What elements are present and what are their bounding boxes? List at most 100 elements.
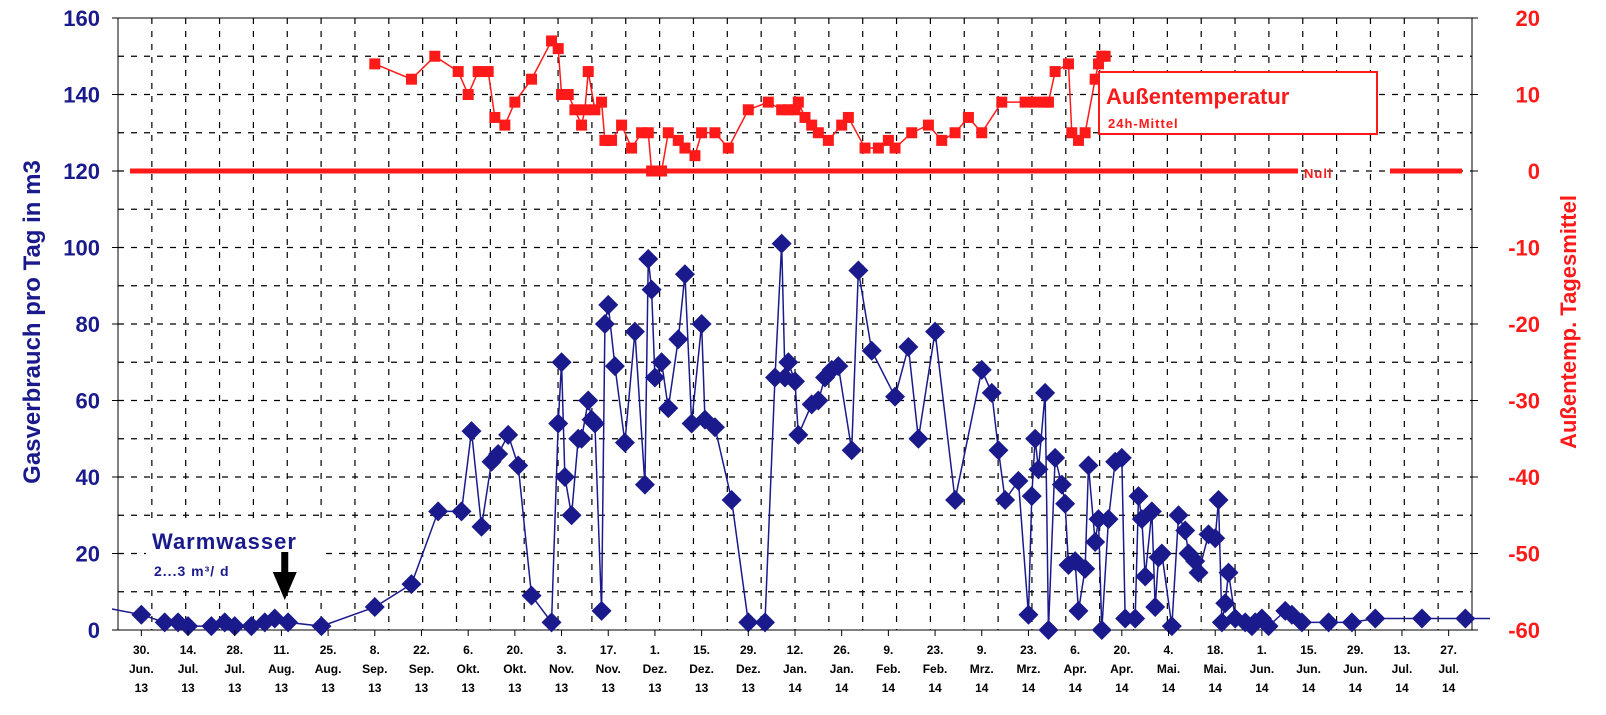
- x-tick-label: 13: [415, 681, 429, 695]
- temperature-data-point: [429, 50, 441, 62]
- temperature-data-point: [489, 111, 501, 123]
- gas-data-point: [1021, 486, 1042, 507]
- gas-data-point: [841, 440, 862, 461]
- x-tick-label: 14: [1349, 681, 1363, 695]
- x-tick-label: Dez.: [643, 662, 668, 676]
- x-tick-label: 23.: [927, 643, 944, 657]
- x-tick-label: 13: [228, 681, 242, 695]
- x-tick-label: 15.: [693, 643, 710, 657]
- gas-data-point: [988, 440, 1009, 461]
- gas-data-point: [651, 352, 672, 373]
- gas-data-point: [1151, 543, 1172, 564]
- gas-data-point: [364, 597, 385, 618]
- gas-data-point: [1208, 489, 1229, 510]
- temperature-data-point: [582, 66, 594, 78]
- x-tick-label: 18.: [1207, 643, 1224, 657]
- temperature-data-point: [709, 127, 721, 139]
- gas-data-point: [1455, 608, 1476, 629]
- temperature-annotation-box: Außentemperatur 24h-Mittel: [1098, 71, 1378, 135]
- gas-data-point: [808, 390, 829, 411]
- y-axis-right-label: Außentemp. Tagesmittel: [1556, 195, 1581, 449]
- zero-reference-line: Null: [130, 166, 1462, 181]
- temperature-annotation-title: Außentemperatur: [1106, 84, 1290, 109]
- gas-data-point: [1341, 612, 1362, 633]
- x-tick-label: Jun.: [1250, 662, 1275, 676]
- temperature-data-point: [656, 165, 668, 177]
- gas-data-point: [908, 428, 929, 449]
- gas-data-point: [598, 294, 619, 315]
- gas-data-point: [1038, 620, 1059, 640]
- x-tick-label: Jul.: [178, 662, 199, 676]
- temperature-data-point: [1079, 127, 1091, 139]
- y-axis-left-ticks: 0 20 40 60 80 100 120 140 160: [63, 6, 118, 643]
- x-tick-label: Mrz.: [1016, 662, 1040, 676]
- gas-data-point: [1085, 532, 1106, 553]
- x-tick-label: 13: [555, 681, 569, 695]
- gas-data-point: [1018, 604, 1039, 625]
- temperature-data-point: [1049, 66, 1061, 78]
- gas-data-point: [131, 604, 152, 625]
- gas-data-point: [1078, 455, 1099, 476]
- temperature-data-point: [662, 127, 674, 139]
- temperature-data-point: [976, 127, 988, 139]
- gas-data-point: [764, 367, 785, 388]
- x-tick-label: 13: [181, 681, 195, 695]
- x-tick-label: 14: [1022, 681, 1036, 695]
- temperature-data-point: [672, 134, 684, 146]
- gas-data-point: [1205, 528, 1226, 549]
- gas-data-point: [1098, 509, 1119, 530]
- gas-data-point: [451, 501, 472, 522]
- gas-data-point: [1111, 447, 1132, 468]
- gas-data-point: [1115, 608, 1136, 629]
- gas-data-point: [604, 356, 625, 377]
- gas-data-point: [1045, 447, 1066, 468]
- temperature-data-point: [859, 142, 871, 154]
- gas-data-point: [1318, 612, 1339, 633]
- temperature-data-point: [1019, 96, 1031, 108]
- temperature-data-point: [922, 119, 934, 131]
- x-tick-label: Feb.: [923, 662, 948, 676]
- temperature-data-point: [482, 66, 494, 78]
- gas-data-point: [1168, 505, 1189, 526]
- gas-data-point: [778, 352, 799, 373]
- x-tick-label: Aug.: [268, 662, 295, 676]
- y-left-tick-label: 100: [63, 236, 100, 261]
- temperature-data-point: [936, 134, 948, 146]
- x-tick-label: 6.: [463, 643, 473, 657]
- y-right-tick-label: -30: [1508, 389, 1540, 414]
- x-tick-label: 20.: [507, 643, 524, 657]
- temperature-data-point: [642, 127, 654, 139]
- x-tick-label: 6.: [1070, 643, 1080, 657]
- gas-data-point: [898, 336, 919, 357]
- x-tick-label: Mai.: [1204, 662, 1227, 676]
- gas-data-point: [1051, 474, 1072, 495]
- temperature-data-point: [526, 73, 538, 85]
- x-tick-label: 25.: [320, 643, 337, 657]
- gas-data-point: [488, 444, 509, 465]
- y-right-tick-label: 0: [1528, 159, 1540, 184]
- gas-data-point: [1161, 616, 1182, 637]
- gas-data-point: [1141, 501, 1162, 522]
- y-left-tick-label: 0: [88, 618, 100, 643]
- x-tick-label: 13: [742, 681, 756, 695]
- gas-data-point: [1365, 608, 1386, 629]
- temperature-data-point: [509, 96, 521, 108]
- warmwasser-annotation-title: Warmwasser: [152, 529, 297, 554]
- temperature-data-point: [1062, 58, 1074, 70]
- gas-data-point: [658, 398, 679, 419]
- temperature-data-point: [782, 104, 794, 116]
- x-tick-label: Okt.: [503, 662, 526, 676]
- temperature-data-point: [576, 119, 588, 131]
- gas-data-point: [1035, 382, 1056, 403]
- gas-data-point: [644, 367, 665, 388]
- gas-data-point: [668, 329, 689, 350]
- x-tick-label: Aug.: [315, 662, 342, 676]
- gas-data-point: [554, 467, 575, 487]
- temperature-data-point: [822, 134, 834, 146]
- y-left-tick-label: 60: [76, 389, 100, 414]
- gas-data-point: [1091, 620, 1112, 640]
- gas-data-point: [311, 616, 332, 637]
- gas-data-point: [154, 612, 175, 633]
- gas-data-point: [1075, 558, 1096, 579]
